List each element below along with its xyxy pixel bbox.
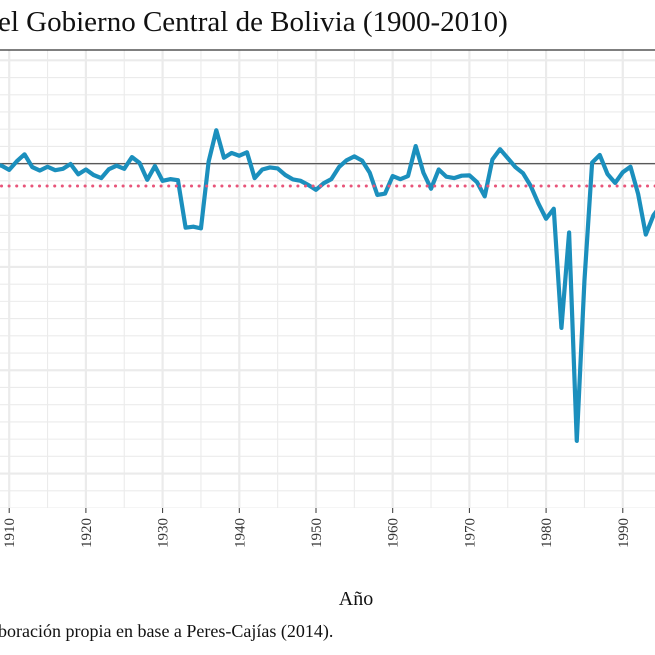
- grid-lines: [0, 50, 655, 508]
- x-axis-ticks: 1910 1920 1930 1940 1950 1960 1970 1980 1990: [2, 508, 632, 548]
- x-tick-label: 1940: [232, 518, 248, 548]
- x-tick-label: 1970: [462, 518, 478, 548]
- series-line-resultado: [0, 128, 655, 443]
- x-tick-label: 1910: [2, 518, 18, 548]
- x-tick-label: 1960: [386, 518, 402, 548]
- chart-title: el Gobierno Central de Bolivia (1900-201…: [0, 6, 508, 38]
- data-series: [0, 128, 655, 443]
- plot-panel: [0, 49, 655, 508]
- x-tick-label: 1980: [539, 518, 555, 548]
- x-axis-label: Año: [339, 588, 373, 610]
- x-tick-label: 1950: [309, 518, 325, 548]
- x-tick-label: 1990: [616, 518, 632, 548]
- x-tick-label: 1930: [156, 518, 172, 548]
- x-tick-label: 1920: [79, 518, 95, 548]
- chart-caption: boración propia en base a Peres-Cajías (…: [0, 621, 333, 642]
